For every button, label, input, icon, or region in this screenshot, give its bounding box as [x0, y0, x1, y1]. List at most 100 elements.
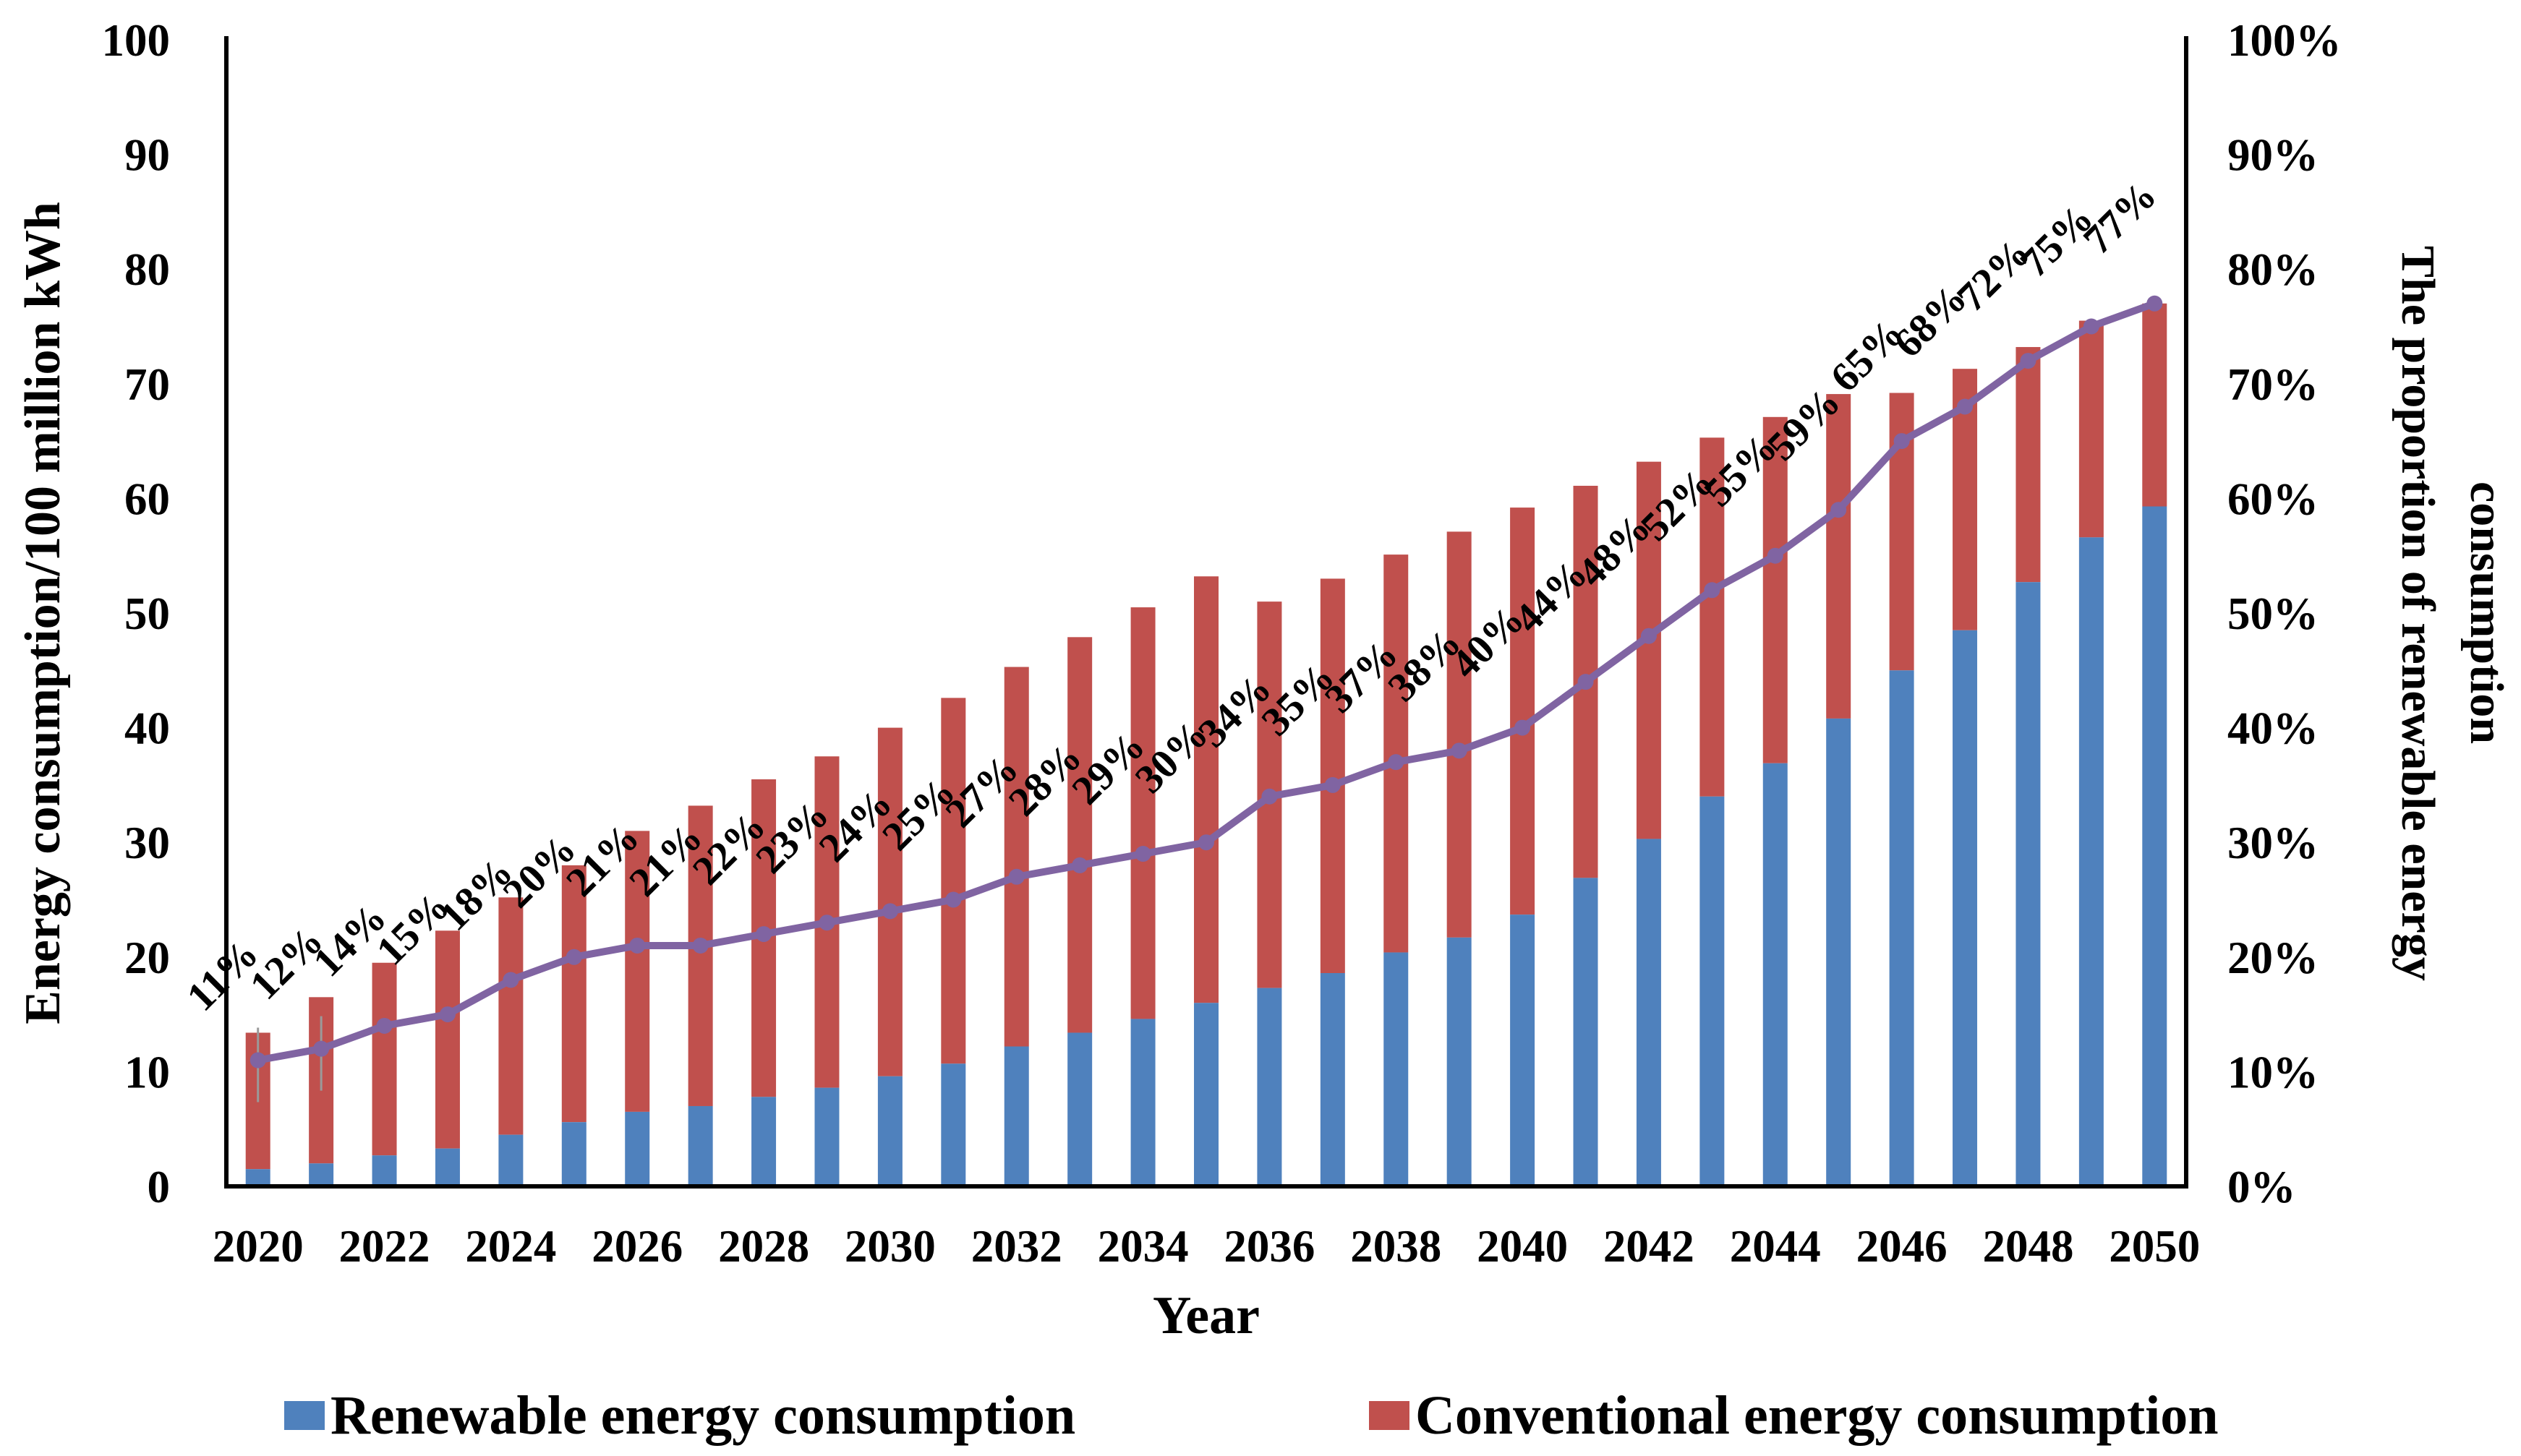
proportion-marker-2030: [882, 903, 898, 920]
x-axis-tick-2036: 2036: [1224, 1221, 1315, 1272]
bar-renewable-2020: [245, 1169, 270, 1186]
bar-conventional-2023: [435, 930, 460, 1149]
bar-renewable-2025: [561, 1122, 586, 1186]
right-axis-tick-90: 90%: [2227, 130, 2319, 181]
left-axis-tick-90: 90: [124, 130, 170, 181]
bar-conventional-2044: [1762, 416, 1788, 763]
bar-renewable-2036: [1257, 988, 1282, 1186]
x-axis-tick-2042: 2042: [1603, 1221, 1694, 1272]
right-axis-title-line1: The proportion of renewable energy: [2392, 245, 2444, 981]
bar-conventional-2027: [688, 805, 713, 1106]
right-axis-tick-30: 30%: [2227, 818, 2319, 868]
right-axis-title: The proportion of renewable energy consu…: [2384, 40, 2521, 1186]
proportion-marker-2040: [1514, 719, 1531, 736]
left-axis-tick-100: 100: [102, 15, 171, 66]
bar-renewable-2031: [941, 1063, 966, 1186]
bar-conventional-2042: [1636, 461, 1661, 839]
right-axis-tick-10: 10%: [2227, 1047, 2319, 1097]
proportion-marker-2028: [756, 926, 772, 943]
right-axis-tick-0: 0%: [2227, 1162, 2296, 1212]
bar-renewable-2039: [1446, 937, 1472, 1186]
x-axis-tick-2050: 2050: [2109, 1221, 2200, 1272]
data-label-2050: 77%: [2075, 173, 2165, 263]
bar-renewable-2021: [309, 1163, 334, 1186]
x-axis-tick-2028: 2028: [718, 1221, 809, 1272]
left-axis-tick-20: 20: [124, 933, 170, 983]
proportion-marker-2026: [629, 937, 646, 954]
bar-renewable-2026: [625, 1111, 650, 1186]
bar-conventional-2034: [1130, 607, 1156, 1019]
x-axis-tick-2048: 2048: [1982, 1221, 2073, 1272]
x-axis-tick-2040: 2040: [1477, 1221, 1568, 1272]
x-axis-tick-2030: 2030: [845, 1221, 936, 1272]
right-axis-tick-70: 70%: [2227, 359, 2319, 410]
x-axis-tick-2022: 2022: [339, 1221, 430, 1272]
bar-renewable-2035: [1194, 1003, 1219, 1186]
right-axis-tick-40: 40%: [2227, 703, 2319, 754]
legend-label-renewable: Renewable energy consumption: [330, 1385, 1076, 1446]
proportion-marker-2046: [1893, 433, 1910, 450]
bar-conventional-2045: [1826, 394, 1851, 719]
proportion-marker-2020: [249, 1052, 266, 1069]
left-axis-tick-40: 40: [124, 703, 170, 754]
bar-conventional-2033: [1067, 637, 1093, 1033]
bar-conventional-2025: [561, 865, 586, 1123]
bar-renewable-2049: [2078, 537, 2104, 1186]
left-axis-tick-70: 70: [124, 359, 170, 410]
bar-renewable-2029: [814, 1087, 840, 1186]
bar-renewable-2041: [1573, 878, 1598, 1186]
proportion-marker-2021: [313, 1040, 330, 1057]
proportion-marker-2024: [503, 972, 519, 988]
bar-renewable-2047: [1953, 630, 1978, 1186]
left-axis-tick-80: 80: [124, 244, 170, 295]
right-axis-tick-100: 100%: [2227, 15, 2342, 66]
left-axis-tick-50: 50: [124, 588, 170, 639]
x-axis-tick-2026: 2026: [592, 1221, 683, 1272]
proportion-marker-2023: [439, 1006, 456, 1023]
bar-conventional-2030: [877, 727, 903, 1076]
bar-conventional-2050: [2142, 303, 2167, 507]
bar-renewable-2050: [2142, 506, 2167, 1186]
right-axis-tick-60: 60%: [2227, 474, 2319, 524]
bar-conventional-2032: [1004, 667, 1029, 1047]
bar-conventional-2043: [1699, 437, 1725, 797]
proportion-marker-2038: [1388, 754, 1404, 771]
bar-renewable-2027: [688, 1105, 713, 1186]
proportion-marker-2041: [1577, 674, 1594, 690]
right-axis-tick-80: 80%: [2227, 244, 2319, 295]
proportion-marker-2032: [1008, 868, 1025, 885]
bar-renewable-2037: [1320, 973, 1345, 1186]
bar-renewable-2044: [1762, 763, 1788, 1186]
right-axis-tick-50: 50%: [2227, 588, 2319, 639]
x-axis-tick-2020: 2020: [213, 1221, 304, 1272]
bar-renewable-2032: [1004, 1046, 1029, 1186]
legend-swatch-conventional-icon: [1369, 1401, 1409, 1430]
proportion-marker-2049: [2083, 318, 2099, 335]
proportion-marker-2025: [566, 948, 582, 965]
proportion-marker-2034: [1135, 846, 1151, 862]
x-axis-tick-2046: 2046: [1856, 1221, 1948, 1272]
bar-conventional-2039: [1446, 531, 1472, 938]
bar-conventional-2024: [498, 897, 524, 1135]
x-axis-tick-2034: 2034: [1098, 1221, 1189, 1272]
legend-swatch-renewable-icon: [284, 1401, 325, 1430]
bar-renewable-2043: [1699, 796, 1725, 1186]
left-axis-tick-10: 10: [124, 1047, 170, 1097]
bar-renewable-2042: [1636, 839, 1661, 1186]
proportion-marker-2045: [1830, 502, 1847, 518]
proportion-marker-2029: [819, 915, 835, 931]
proportion-marker-2031: [945, 891, 962, 908]
bar-renewable-2022: [372, 1155, 397, 1186]
bar-conventional-2031: [941, 698, 966, 1064]
proportion-marker-2044: [1767, 547, 1783, 564]
left-axis-tick-30: 30: [124, 818, 170, 868]
bar-renewable-2023: [435, 1148, 460, 1186]
bar-conventional-2049: [2078, 320, 2104, 538]
proportion-marker-2035: [1198, 834, 1214, 851]
bar-conventional-2026: [625, 831, 650, 1112]
bar-conventional-2038: [1383, 554, 1409, 953]
left-axis-tick-0: 0: [148, 1162, 171, 1212]
bar-conventional-2040: [1510, 508, 1535, 915]
